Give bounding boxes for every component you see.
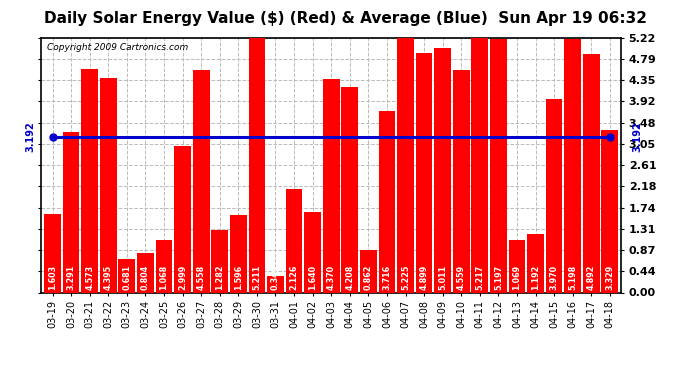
Text: 5.211: 5.211 [253, 265, 262, 290]
Bar [379, 111, 395, 292]
Text: 0.346: 0.346 [271, 265, 280, 290]
Text: 0.804: 0.804 [141, 265, 150, 290]
Bar [490, 39, 506, 292]
Bar [174, 146, 191, 292]
Text: 5.011: 5.011 [438, 265, 447, 290]
Bar [471, 38, 488, 292]
Bar [360, 251, 377, 292]
Bar [564, 39, 581, 292]
Bar [100, 78, 117, 292]
Text: 1.069: 1.069 [513, 265, 522, 290]
Bar [546, 99, 562, 292]
Text: 1.068: 1.068 [159, 265, 168, 290]
Bar [453, 70, 470, 292]
Bar [434, 48, 451, 292]
Bar [379, 111, 395, 292]
Bar [304, 212, 321, 292]
Bar [323, 79, 339, 292]
Text: 5.198: 5.198 [568, 265, 578, 290]
Bar [81, 69, 98, 292]
Text: 3.329: 3.329 [605, 265, 614, 290]
Bar [81, 69, 98, 292]
Text: 5.197: 5.197 [494, 265, 503, 290]
Bar [230, 214, 246, 292]
Bar [44, 214, 61, 292]
Text: 2.999: 2.999 [178, 265, 187, 290]
Text: 3.291: 3.291 [67, 265, 76, 290]
Bar [100, 78, 117, 292]
Text: 0.862: 0.862 [364, 265, 373, 290]
Text: 1.603: 1.603 [48, 265, 57, 290]
Bar [415, 53, 433, 292]
Text: 4.558: 4.558 [197, 265, 206, 290]
Bar [44, 214, 61, 292]
Bar [119, 259, 135, 292]
Bar [193, 70, 210, 292]
Bar [527, 234, 544, 292]
Bar [211, 230, 228, 292]
Bar [415, 53, 433, 292]
Text: Copyright 2009 Cartronics.com: Copyright 2009 Cartronics.com [47, 43, 188, 52]
Bar [63, 132, 79, 292]
Bar [211, 230, 228, 292]
Text: 4.370: 4.370 [326, 265, 336, 290]
Text: 5.217: 5.217 [475, 265, 484, 290]
Bar [267, 276, 284, 292]
Text: Daily Solar Energy Value ($) (Red) & Average (Blue)  Sun Apr 19 06:32: Daily Solar Energy Value ($) (Red) & Ave… [43, 11, 647, 26]
Bar [230, 214, 246, 292]
Bar [453, 70, 470, 292]
Text: 4.395: 4.395 [104, 265, 112, 290]
Bar [174, 146, 191, 292]
Bar [583, 54, 600, 292]
Bar [471, 38, 488, 292]
Text: 1.640: 1.640 [308, 265, 317, 290]
Bar [397, 37, 414, 292]
Text: 4.899: 4.899 [420, 265, 428, 290]
Text: 1.282: 1.282 [215, 264, 224, 290]
Bar [323, 79, 339, 292]
Bar [248, 38, 265, 292]
Bar [342, 87, 358, 292]
Bar [286, 189, 302, 292]
Text: 4.559: 4.559 [457, 265, 466, 290]
Bar [602, 130, 618, 292]
Text: 4.573: 4.573 [85, 265, 95, 290]
Bar [360, 251, 377, 292]
Text: 3.192: 3.192 [26, 121, 36, 152]
Bar [509, 240, 525, 292]
Text: 4.892: 4.892 [586, 265, 595, 290]
Bar [434, 48, 451, 292]
Text: 3.716: 3.716 [382, 265, 391, 290]
Bar [63, 132, 79, 292]
Text: 2.126: 2.126 [290, 265, 299, 290]
Bar [137, 253, 154, 292]
Text: 1.596: 1.596 [234, 265, 243, 290]
Text: 5.225: 5.225 [401, 265, 410, 290]
Bar [137, 253, 154, 292]
Bar [509, 240, 525, 292]
Bar [546, 99, 562, 292]
Bar [286, 189, 302, 292]
Bar [397, 37, 414, 292]
Bar [527, 234, 544, 292]
Bar [267, 276, 284, 292]
Bar [304, 212, 321, 292]
Bar [602, 130, 618, 292]
Bar [193, 70, 210, 292]
Bar [342, 87, 358, 292]
Bar [156, 240, 172, 292]
Text: 1.192: 1.192 [531, 265, 540, 290]
Text: 4.208: 4.208 [345, 265, 354, 290]
Bar [583, 54, 600, 292]
Bar [564, 39, 581, 292]
Text: 0.681: 0.681 [122, 265, 131, 290]
Bar [119, 259, 135, 292]
Text: 3.192: 3.192 [633, 121, 642, 152]
Bar [156, 240, 172, 292]
Bar [248, 38, 265, 292]
Bar [490, 39, 506, 292]
Text: 3.970: 3.970 [550, 265, 559, 290]
